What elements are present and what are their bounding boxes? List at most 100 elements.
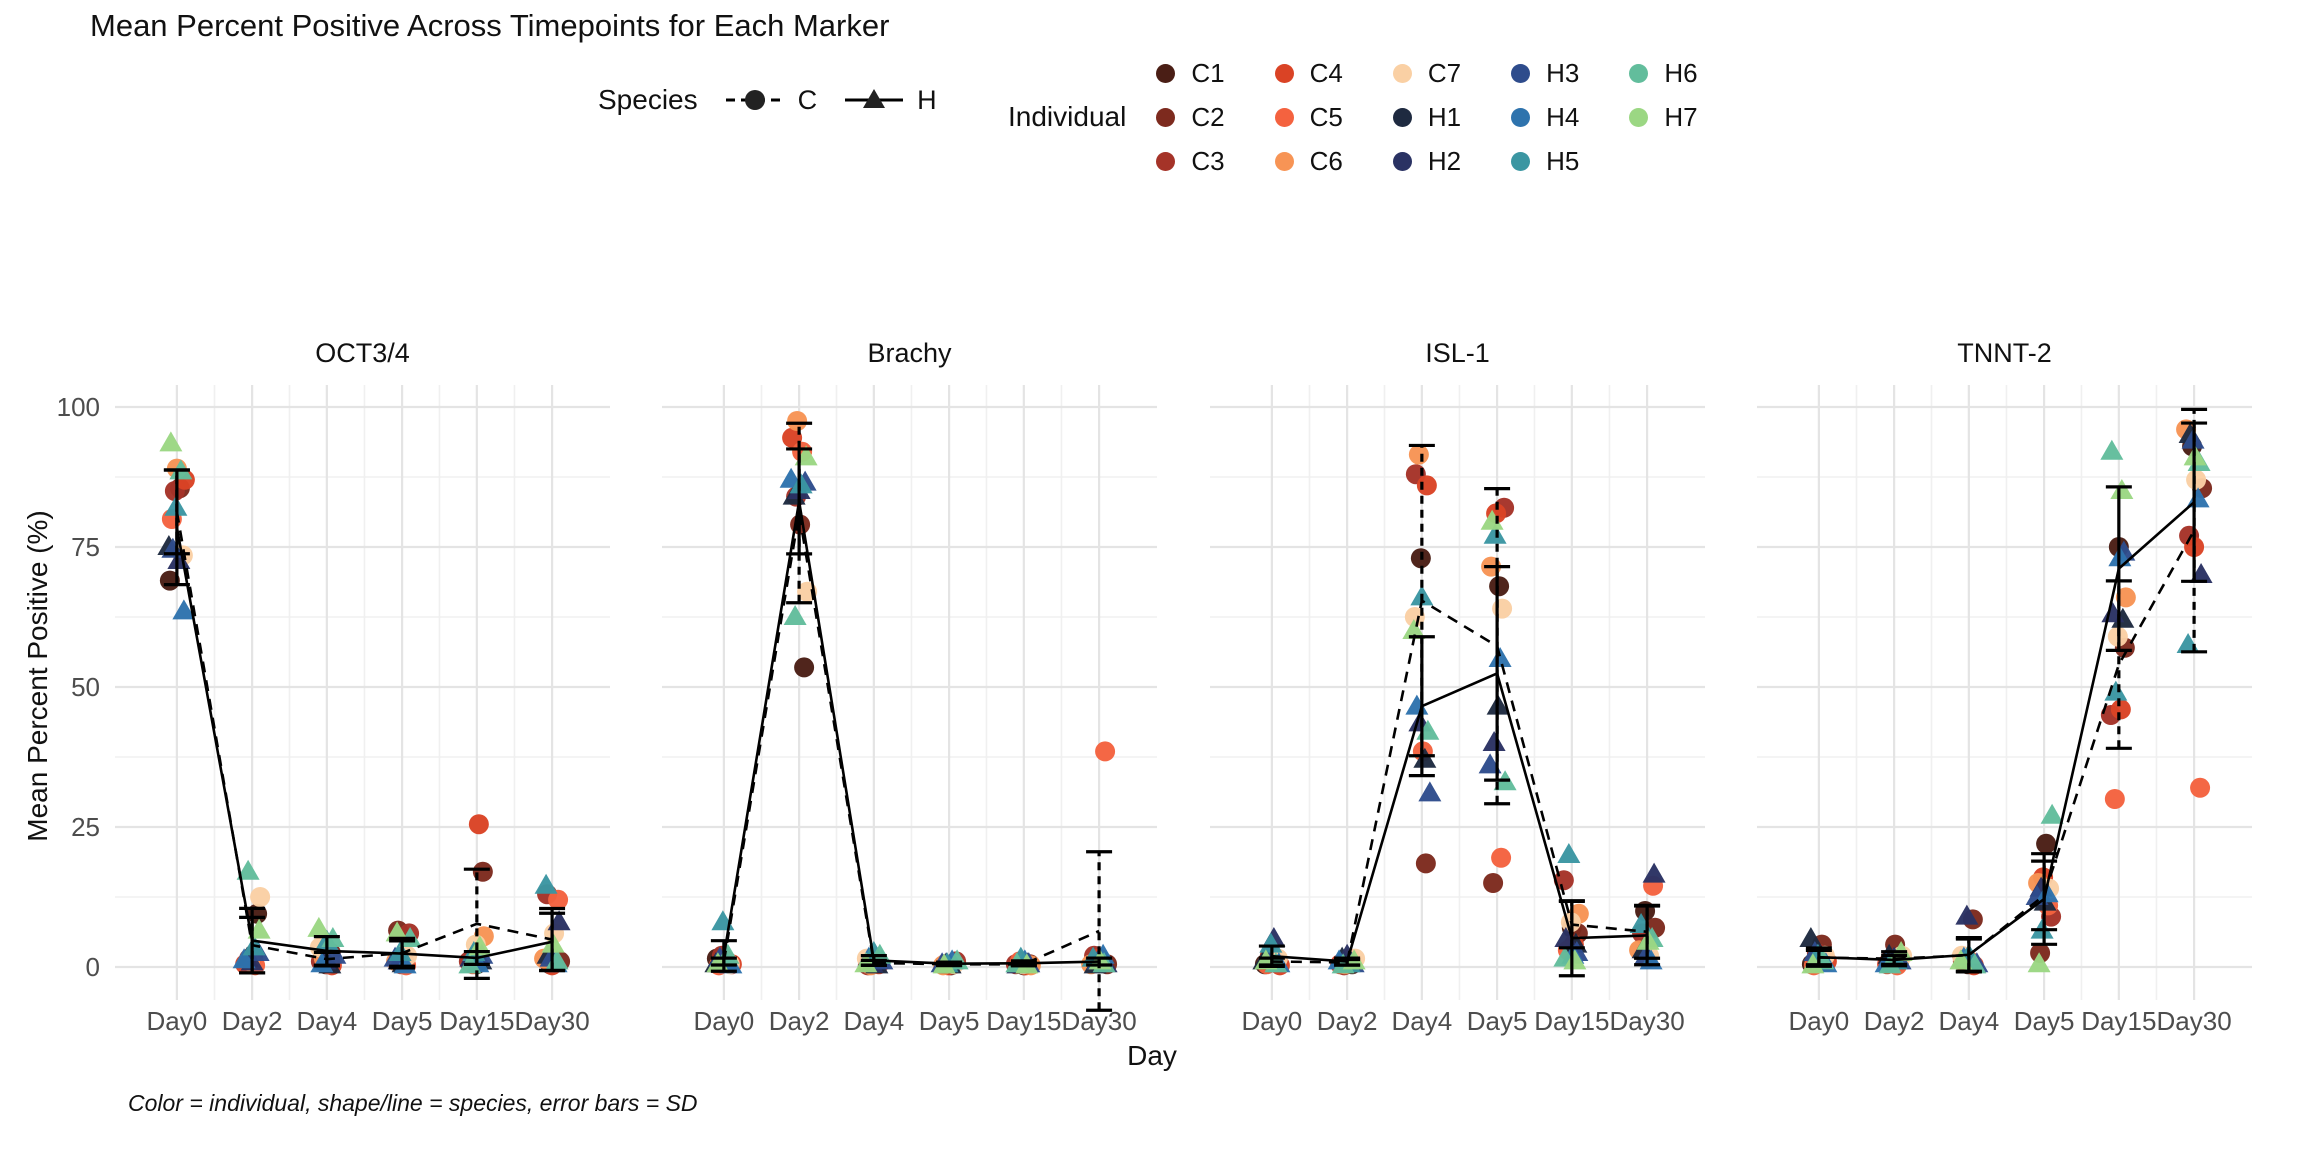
individual-legend-label: C7 [1427,57,1462,88]
individual-legend-item-c2: C2 [1156,102,1225,132]
point-h7 [2027,952,2051,973]
individual-legend-item-h2: H2 [1392,145,1462,176]
individual-legend-item-h4: H4 [1511,102,1579,132]
x-tick-label: Day0 [694,1006,755,1036]
point-c1 [794,657,815,678]
individual-legend-label: H4 [1546,101,1580,132]
legend-dot-icon [1274,107,1294,127]
individual-legend: Individual C1 C2 C3 C4 C5 C6 C7 H1 H2 H3 H4 H5 H6 H7 [1008,58,1698,176]
point-h7 [159,431,183,452]
point-c7 [2186,469,2207,490]
individual-legend-column: C7 H1 H2 [1392,57,1462,176]
x-tick-label: Day2 [769,1006,830,1036]
legend-dot-icon [1392,63,1412,83]
mean-line-h [722,501,1100,966]
facet-panel-1 [115,385,610,1000]
individual-legend-label: H5 [1546,145,1580,176]
point-c2 [1415,853,1436,874]
y-tick-label: 50 [71,672,100,702]
point-h5 [1483,523,1507,544]
individual-legend-item-h7: H7 [1629,101,1698,132]
y-tick-label: 25 [71,812,100,842]
individual-legend-label: C4 [1309,57,1343,88]
individual-legend-label: H3 [1546,57,1580,88]
point-h4 [232,948,256,969]
x-tick-label: Day5 [372,1006,433,1036]
individual-legend-label: H2 [1427,145,1462,176]
individual-legend-title: Individual [1008,101,1127,132]
point-h7 [385,921,409,942]
point-h7 [1949,949,1973,970]
individual-legend-label: C1 [1191,57,1225,88]
facet-panel-2 [662,385,1157,1012]
point-h7 [1402,619,1426,639]
facet-panel-4 [1757,385,2252,1000]
x-tick-label: Day15 [439,1006,514,1036]
x-tick-label: Day2 [222,1006,283,1036]
point-c1 [1489,576,1510,597]
point-c4 [2110,699,2131,720]
individual-legend-label: H7 [1664,101,1698,132]
legend-dot-icon [1629,63,1649,83]
plot-title: Mean Percent Positive Across Timepoints … [90,8,890,43]
species-legend-item-h: H [843,84,937,116]
x-tick-label: Day2 [1864,1006,1925,1036]
point-h5 [2104,680,2128,701]
point-h4 [1488,647,1512,667]
legend-dot-icon [1511,151,1531,171]
individual-legend-label: H1 [1427,101,1462,132]
individual-legend-item-c5: C5 [1274,102,1343,132]
y-tick-label: 75 [71,532,100,562]
point-h2 [1482,731,1506,751]
point-c5 [548,889,569,910]
point-c2 [2030,943,2051,963]
y-tick-label: 100 [57,392,100,422]
point-h5 [388,941,412,961]
legend-dot-icon [1274,151,1294,171]
point-c4 [1416,475,1437,496]
legend-dot-icon [1511,107,1531,127]
legend-dot-icon [1156,63,1176,83]
individual-legend-column: C1 C2 C3 [1156,57,1225,176]
legend-dot-icon [1629,107,1649,127]
point-h6 [2100,439,2124,460]
facet-title: OCT3/4 [315,338,410,368]
point-c7 [1492,598,1513,619]
species-c-label: C [797,84,818,115]
mean-line-h [1818,501,2195,962]
legend-dot-icon [1156,151,1176,171]
facet-title: Brachy [867,338,952,368]
point-c7 [1404,607,1425,627]
individual-legend-item-c4: C4 [1274,57,1343,88]
species-h-label: H [917,84,937,115]
x-tick-label: Day15 [2081,1006,2156,1036]
x-axis-title: Day [1127,1040,1177,1071]
facet-panel-3 [1210,385,1705,1000]
legend-dot-icon [1392,107,1412,127]
x-tick-label: Day4 [844,1006,905,1036]
point-h5 [1557,843,1581,863]
species-c-key-icon [725,90,784,110]
individual-legend-item-h6: H6 [1629,57,1698,88]
individual-legend-grid: C1 C2 C3 C4 C5 C6 C7 H1 H2 H3 H4 H5 H6 H7 [1156,57,1698,176]
point-c7 [250,887,271,907]
point-c6 [2115,587,2136,608]
legend-dot-icon [1392,151,1412,171]
point-h5 [2176,633,2200,653]
individual-legend-label: H6 [1664,57,1698,88]
point-h4 [172,599,196,620]
individual-legend-item-c1: C1 [1156,57,1225,88]
point-h2 [1642,862,1666,883]
mean-line-c [1271,598,1648,964]
individual-legend-item-c6: C6 [1274,146,1343,176]
point-h6 [783,605,807,625]
individual-legend-item-h3: H3 [1511,58,1579,88]
point-h4 [2035,882,2059,903]
x-tick-label: Day5 [2014,1006,2075,1036]
species-legend: Species C H [598,84,937,116]
point-h7 [1563,949,1587,970]
point-h1 [1799,927,1823,947]
facet-title: ISL-1 [1425,338,1490,368]
point-h1 [2111,607,2135,628]
